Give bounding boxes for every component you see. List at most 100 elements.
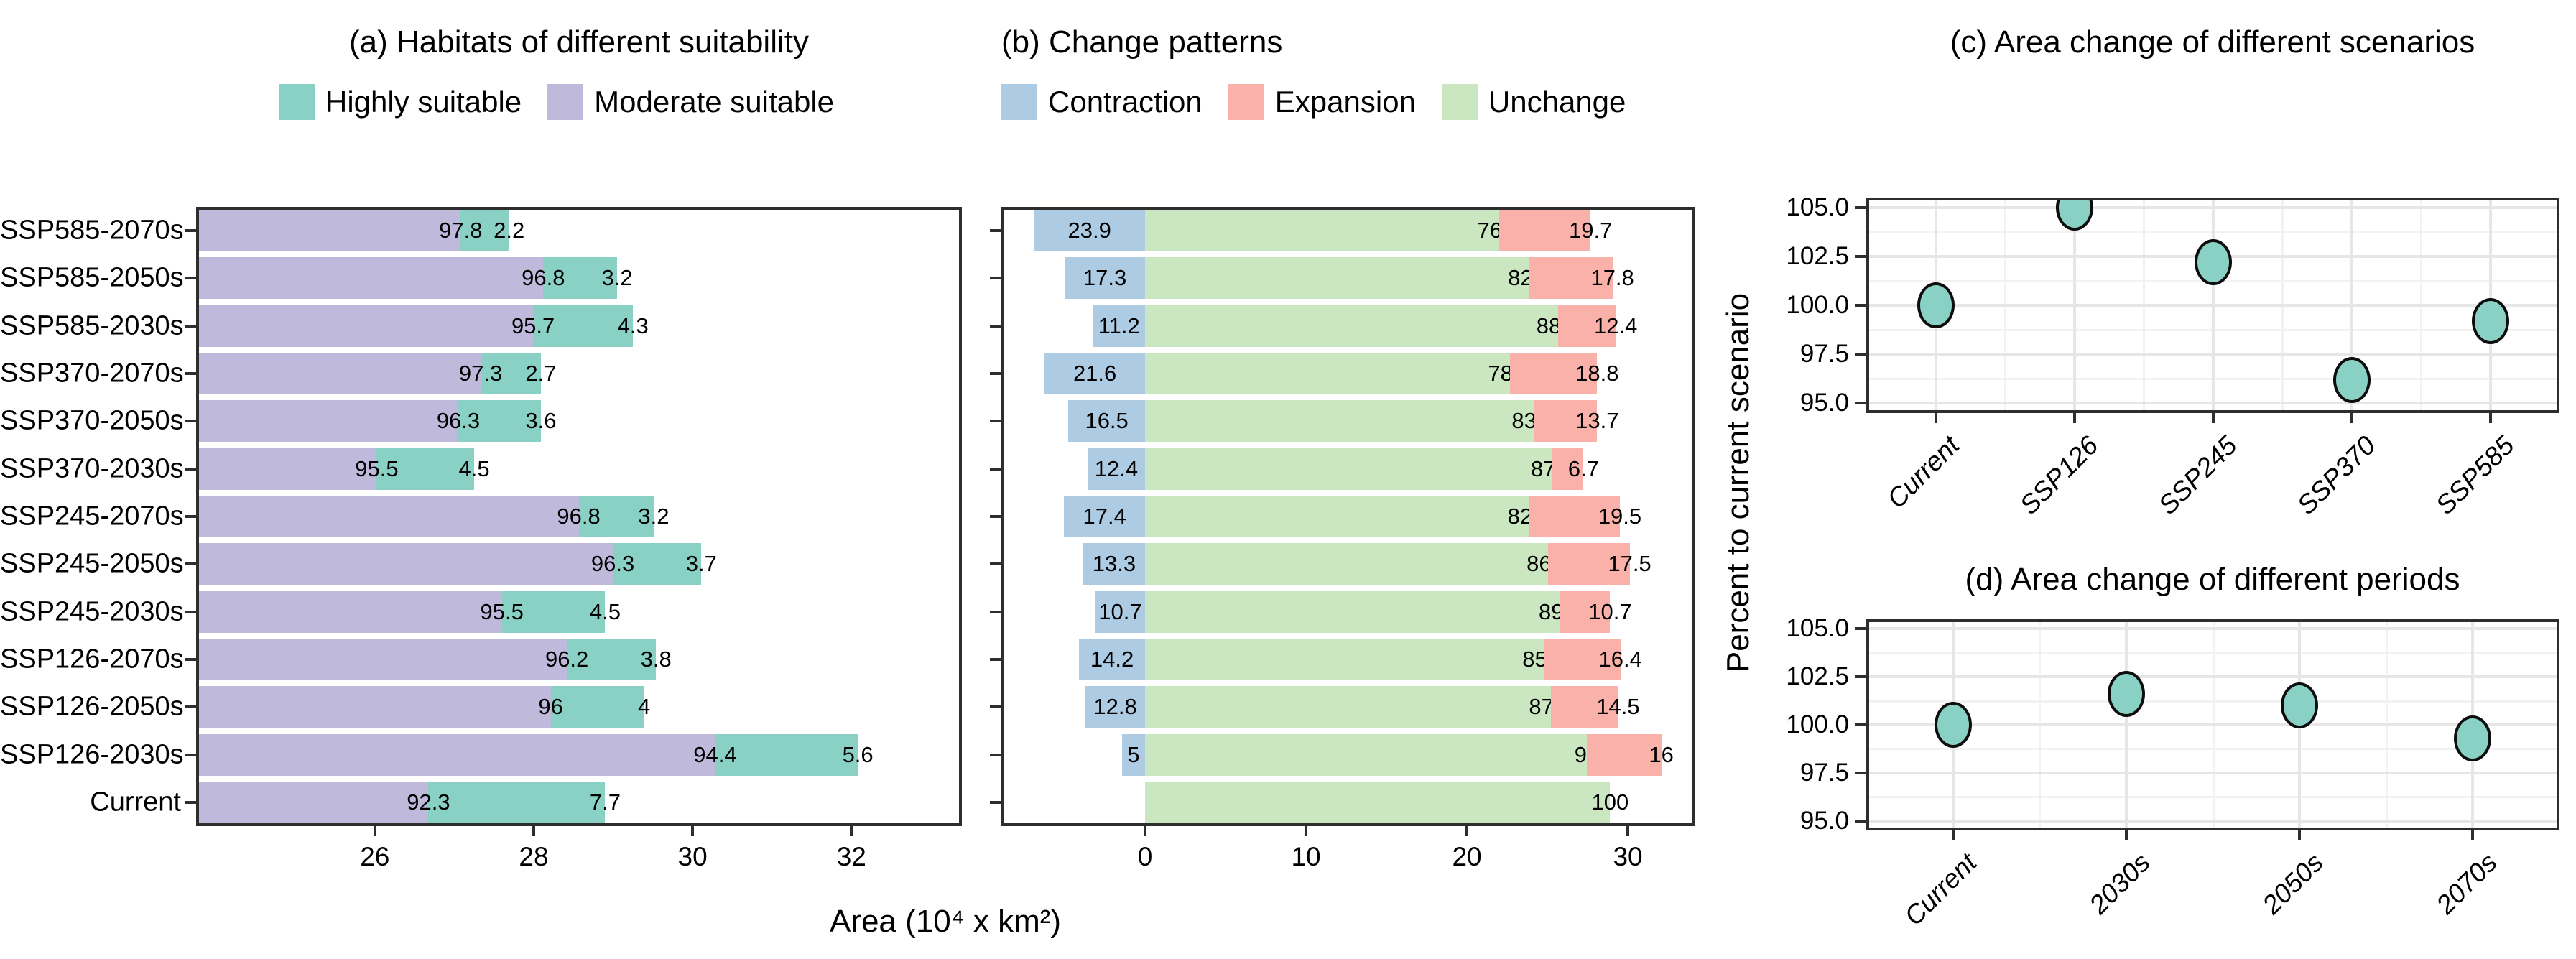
panel-d-ytick-2	[1855, 723, 1866, 726]
bar-label-expansion-ssp126-2070s: 16.4	[1598, 646, 1642, 672]
bar-moderate-ssp126-2050s	[196, 686, 551, 728]
panel-a-xtick-32	[850, 826, 853, 836]
row-label-ssp245-2050s: SSP245-2050s	[0, 548, 184, 579]
row-label-ssp126-2030s: SSP126-2030s	[0, 739, 184, 770]
bar-label-highly-ssp585-2050s: 3.2	[601, 265, 633, 291]
panel-d-gridline-major-h0	[1866, 627, 2559, 631]
panel-d-point-2030s	[2107, 671, 2145, 718]
bar-moderate-ssp126-2030s	[196, 733, 715, 776]
bar-contraction-ssp370-2050s	[1068, 400, 1146, 443]
bar-moderate-ssp126-2070s	[196, 638, 567, 680]
panel-a-ytick-ssp585-2050s	[185, 277, 196, 280]
panel-c-point-current	[1917, 282, 1955, 328]
bar-label-expansion-ssp245-2070s: 19.5	[1598, 504, 1642, 529]
legend-item-unchange: Unchange	[1441, 84, 1626, 120]
bar-label-expansion-ssp126-2050s: 14.5	[1596, 694, 1640, 720]
row-label-ssp585-2050s: SSP585-2050s	[0, 262, 184, 293]
panel-b-ytick-ssp370-2070s	[990, 372, 1001, 376]
bar-contraction-ssp126-2030s	[1121, 733, 1146, 776]
panel-c-point-ssp370	[2332, 356, 2371, 403]
panel-d-xtick-2030s	[2124, 830, 2128, 840]
panel-d-gridline-major-h4	[1866, 819, 2559, 823]
panel-a-ytick-ssp370-2070s	[185, 372, 196, 376]
panel-a-ytick-ssp126-2030s	[185, 753, 196, 756]
legend-item-contraction: Contraction	[1001, 84, 1203, 120]
panel-c-xtick-current	[1934, 413, 1937, 423]
bar-label-contraction-ssp370-2050s: 16.5	[1085, 408, 1129, 434]
bar-unchange-ssp126-2050s	[1145, 686, 1551, 728]
panel-a-xtick-30	[691, 826, 695, 836]
bar-label-highly-ssp370-2050s: 3.6	[525, 408, 557, 434]
bar-label-contraction-ssp370-2030s: 12.4	[1094, 455, 1139, 481]
legend-swatch-unchange	[1441, 84, 1478, 120]
bar-highly-current	[428, 781, 606, 823]
panel-c-grid-area	[1866, 198, 2559, 413]
legend-swatch-expansion	[1228, 84, 1264, 120]
panel-c-cat-label-current: Current	[1881, 430, 1965, 514]
panel-c-ytick-1	[1855, 254, 1866, 258]
panel-c-ytick-label-1: 102.5	[1786, 241, 1849, 270]
bar-label-moderate-ssp245-2030s: 95.5	[480, 598, 524, 624]
panel-b-bar-area: 23.976.119.717.382.717.811.288.812.421.6…	[1001, 207, 1695, 826]
panel-c-title: (c) Area change of different scenarios	[1950, 24, 2475, 60]
panel-a-xtick-label-32: 32	[836, 842, 866, 871]
panel-c-ytick-0	[1855, 205, 1866, 209]
bar-label-expansion-ssp126-2030s: 16	[1649, 741, 1674, 767]
bar-contraction-ssp245-2030s	[1095, 590, 1146, 633]
panel-d-xtick-2070s	[2471, 830, 2475, 840]
legend-swatch-highly-suitable	[279, 84, 315, 120]
bar-highly-ssp126-2050s	[550, 686, 644, 728]
bar-highly-ssp126-2030s	[715, 733, 858, 776]
bar-label-moderate-ssp126-2070s: 96.2	[545, 646, 589, 672]
bar-label-moderate-ssp370-2050s: 96.3	[436, 408, 481, 434]
panel-b-title: (b) Change patterns	[1001, 24, 1283, 60]
panel-a-ytick-ssp370-2030s	[185, 467, 196, 471]
bar-expansion-ssp126-2050s	[1550, 686, 1618, 728]
bar-label-highly-ssp126-2070s: 3.8	[640, 646, 672, 672]
bar-label-moderate-ssp126-2030s: 94.4	[693, 741, 737, 767]
legend-label-unchange: Unchange	[1488, 85, 1626, 119]
bar-label-contraction-ssp245-2070s: 17.4	[1083, 504, 1126, 529]
bar-highly-ssp370-2050s	[458, 400, 541, 443]
bar-moderate-ssp370-2030s	[196, 448, 377, 490]
row-label-ssp585-2070s: SSP585-2070s	[0, 215, 184, 246]
bar-unchange-ssp370-2030s	[1145, 448, 1553, 490]
bar-highly-ssp585-2030s	[533, 305, 634, 347]
bar-expansion-ssp245-2070s	[1529, 496, 1620, 537]
panel-c-ytick-3	[1855, 353, 1866, 356]
panel-c-ytick-label-3: 97.5	[1799, 340, 1849, 369]
bar-label-contraction-ssp585-2050s: 17.3	[1083, 265, 1127, 291]
panel-b-xtick-10	[1305, 826, 1308, 836]
bar-highly-ssp245-2070s	[578, 496, 654, 537]
bar-label-highly-ssp126-2050s: 4	[638, 694, 651, 720]
bar-unchange-ssp370-2050s	[1145, 400, 1534, 443]
panel-a-ytick-ssp245-2050s	[185, 562, 196, 566]
row-label-ssp126-2070s: SSP126-2070s	[0, 644, 184, 675]
legend-item-moderate-suitable: Moderate suitable	[547, 84, 834, 120]
panel-b-xtick-label-30: 30	[1613, 842, 1643, 871]
bar-highly-ssp370-2070s	[481, 353, 541, 395]
panel-d-grid-area	[1866, 619, 2559, 830]
panel-b-ytick-ssp126-2070s	[990, 657, 1001, 661]
legend-item-expansion: Expansion	[1228, 84, 1416, 120]
bar-highly-ssp245-2050s	[613, 543, 702, 585]
panel-d-gridline-major-h3	[1866, 771, 2559, 774]
panel-a-ytick-ssp126-2070s	[185, 657, 196, 661]
panel-a-xtick-28	[532, 826, 535, 836]
bar-expansion-ssp370-2030s	[1552, 448, 1584, 490]
panel-b-xtick-20	[1465, 826, 1469, 836]
panel-b-ytick-ssp245-2030s	[990, 610, 1001, 613]
bar-moderate-current	[196, 781, 429, 823]
panel-b-ytick-ssp370-2030s	[990, 467, 1001, 471]
bar-label-contraction-ssp245-2030s: 10.7	[1098, 598, 1142, 624]
panel-c-xtick-ssp585	[2488, 413, 2492, 423]
panel-b-xtick-label-10: 10	[1291, 842, 1321, 871]
bar-highly-ssp585-2070s	[460, 210, 509, 252]
bar-moderate-ssp585-2050s	[196, 257, 544, 300]
panel-c-xtick-ssp126	[2072, 413, 2076, 423]
panel-c-ytick-4	[1855, 402, 1866, 405]
panel-d-ytick-label-1: 102.5	[1786, 662, 1849, 691]
panel-a-ytick-ssp585-2030s	[185, 324, 196, 328]
panel-d-point-2070s	[2454, 715, 2492, 761]
